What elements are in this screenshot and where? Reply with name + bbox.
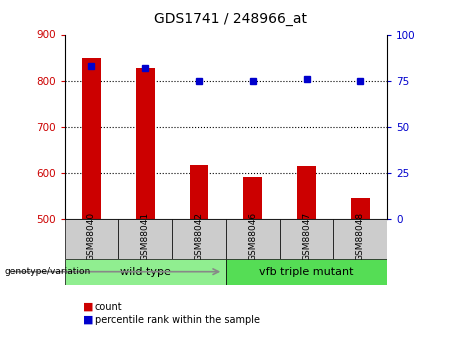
Text: count: count: [95, 302, 122, 312]
Text: wild type: wild type: [120, 267, 171, 277]
Text: GSM88046: GSM88046: [248, 213, 257, 262]
Bar: [65, 259, 226, 285]
Bar: [189, 165, 208, 219]
Text: genotype/variation: genotype/variation: [5, 267, 91, 276]
Text: GSM88040: GSM88040: [87, 213, 96, 262]
Text: ■: ■: [83, 302, 94, 312]
Bar: [351, 198, 370, 219]
Bar: [136, 68, 154, 219]
Text: GSM88047: GSM88047: [302, 213, 311, 262]
Bar: [82, 59, 101, 219]
Bar: [172, 219, 226, 259]
Text: GSM88048: GSM88048: [356, 213, 365, 262]
Text: GSM88042: GSM88042: [195, 213, 203, 262]
Text: percentile rank within the sample: percentile rank within the sample: [95, 315, 260, 325]
Text: vfb triple mutant: vfb triple mutant: [260, 267, 354, 277]
Bar: [243, 177, 262, 219]
Bar: [226, 259, 387, 285]
Text: GSM88041: GSM88041: [141, 213, 150, 262]
Bar: [280, 219, 333, 259]
Bar: [65, 219, 118, 259]
Bar: [297, 166, 316, 219]
Text: GDS1741 / 248966_at: GDS1741 / 248966_at: [154, 12, 307, 26]
Bar: [118, 219, 172, 259]
Bar: [333, 219, 387, 259]
Bar: [226, 219, 280, 259]
Text: ■: ■: [83, 315, 94, 325]
